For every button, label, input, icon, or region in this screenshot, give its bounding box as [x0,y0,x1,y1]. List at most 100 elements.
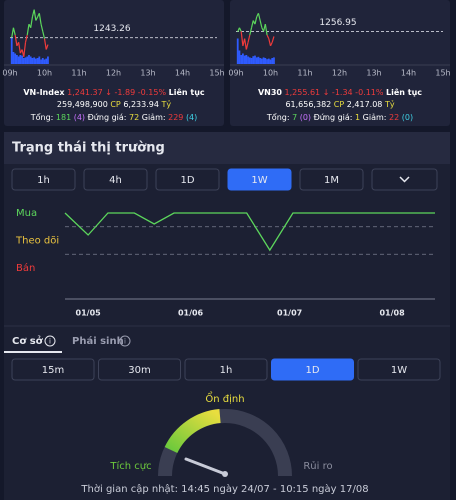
date-label: 01/06 [178,309,204,318]
dropdown[interactable] [371,168,438,191]
needle-hub [222,471,228,477]
stat-status: Liên tục [386,87,422,97]
price-segment [18,42,21,54]
volume-bar [31,58,34,64]
volume-bar [236,38,239,64]
stat-row: Tổng: 7 (0) Đứng giá: 1 Giảm: 22 (0) [266,112,413,122]
stat-price: 1,241.37 [67,88,103,97]
stat-flat-label: Đứng giá: [88,113,127,122]
period-tab-label: 4h [109,175,122,186]
market-tab[interactable]: Phái sinh [72,335,124,347]
period-tab[interactable] [271,358,354,381]
volume-bar [14,53,17,64]
stat-value-unit: Tỷ [384,100,395,109]
price-segment [268,38,272,47]
stat-status: Liên tục [169,87,205,97]
volume-bar [41,58,44,64]
time-label: 14h [175,69,190,78]
stat-row: 259,498,900 CP 6,233.94 Tỷ [57,100,171,109]
period-tab-label: 30m [128,365,150,376]
price-segment [254,16,258,25]
volume-bar [273,57,275,64]
price-segment [269,41,273,47]
volume-bar [245,55,248,64]
market-tab[interactable]: Cơ sở [12,335,44,347]
reference-label: 1243.26 [93,24,130,34]
volume-bar [45,58,48,64]
stat-name: VN30 [258,88,282,97]
period-tab[interactable] [227,168,292,191]
price-segment [266,34,270,39]
period-tab-label: 15m [42,365,64,376]
price-segment [38,13,42,25]
info-icon-glyph: i [49,338,51,346]
info-icon[interactable] [44,335,56,347]
info-icon[interactable] [119,335,131,347]
period-tab[interactable] [83,168,148,191]
period-tab[interactable] [299,168,364,191]
volume-bar [254,55,256,64]
stat-up: 7 [292,113,297,122]
stat-up-ceiling: (0) [300,113,311,122]
stat-row: VN-Index 1,241.37 ↓ -1.89 -0.15% Liên tụ… [23,87,205,97]
volume-bar [259,58,262,64]
volume-bar [250,58,253,64]
volume-bar [40,59,42,64]
period-tab[interactable] [11,168,76,191]
price-segment [257,13,261,21]
period-tab[interactable] [357,358,441,381]
volume-bar [248,57,251,64]
gauge-label: Tích cực [109,460,151,472]
time-label: 10h [37,69,52,78]
stat-volume-unit: CP [334,100,345,109]
stat-down: 22 [389,113,399,122]
period-tab[interactable] [155,168,220,191]
status-level: Mua [16,208,37,219]
stat-flat-label: Đứng giá: [314,113,353,122]
stat-flat: 1 [355,113,360,122]
price-segment [245,42,249,50]
volume-bar [255,57,258,64]
volume-bar [264,58,267,64]
volume-bar [242,53,244,64]
volume-bar [47,56,49,64]
period-tab[interactable] [184,358,268,381]
reference-label: 1256.95 [319,18,356,28]
time-label: 14h [401,69,416,78]
status-level: Theo dõi [15,236,59,247]
price-segment [42,31,46,39]
stat-value: 6,233.94 [123,100,159,109]
volume-bar [29,56,32,64]
period-tab-label: 1D [305,365,319,376]
volume-bar [12,52,15,64]
price-segment [33,9,37,21]
stat-row: VN30 1,255.61 ↓ -1.34 -0.11% Liên tục [258,87,422,97]
price-segment [40,23,44,32]
update-time: Thời gian cập nhật: 14:45 ngày 24/07 - 1… [80,483,368,495]
price-segment [244,38,247,50]
volume-bar [26,56,29,64]
index-card[interactable] [230,0,450,126]
period-tab[interactable] [11,358,95,381]
stat-total-label: Tổng: [30,112,54,122]
period-tab[interactable] [98,358,181,381]
volume-bar [34,58,37,64]
price-segment [12,27,16,36]
stat-total-label: Tổng: [266,112,290,122]
index-card[interactable] [4,0,224,126]
stat-row: Tổng: 181 (4) Đứng giá: 72 Giảm: 229 (4) [30,112,198,122]
price-segment [249,27,253,36]
stat-change: ↓ -1.89 -0.15% [105,88,166,97]
section-title: Trạng thái thị trường [12,141,165,156]
price-segment [43,38,47,50]
time-label: 11h [297,69,312,78]
gauge-zone [164,409,221,454]
volume-bar [267,58,270,64]
volume-bar [271,58,274,64]
date-label: 01/07 [277,309,302,318]
stat-down-floor: (4) [186,113,197,122]
status-line [64,212,435,252]
time-label: 15h [435,69,450,78]
price-segment [24,34,28,43]
